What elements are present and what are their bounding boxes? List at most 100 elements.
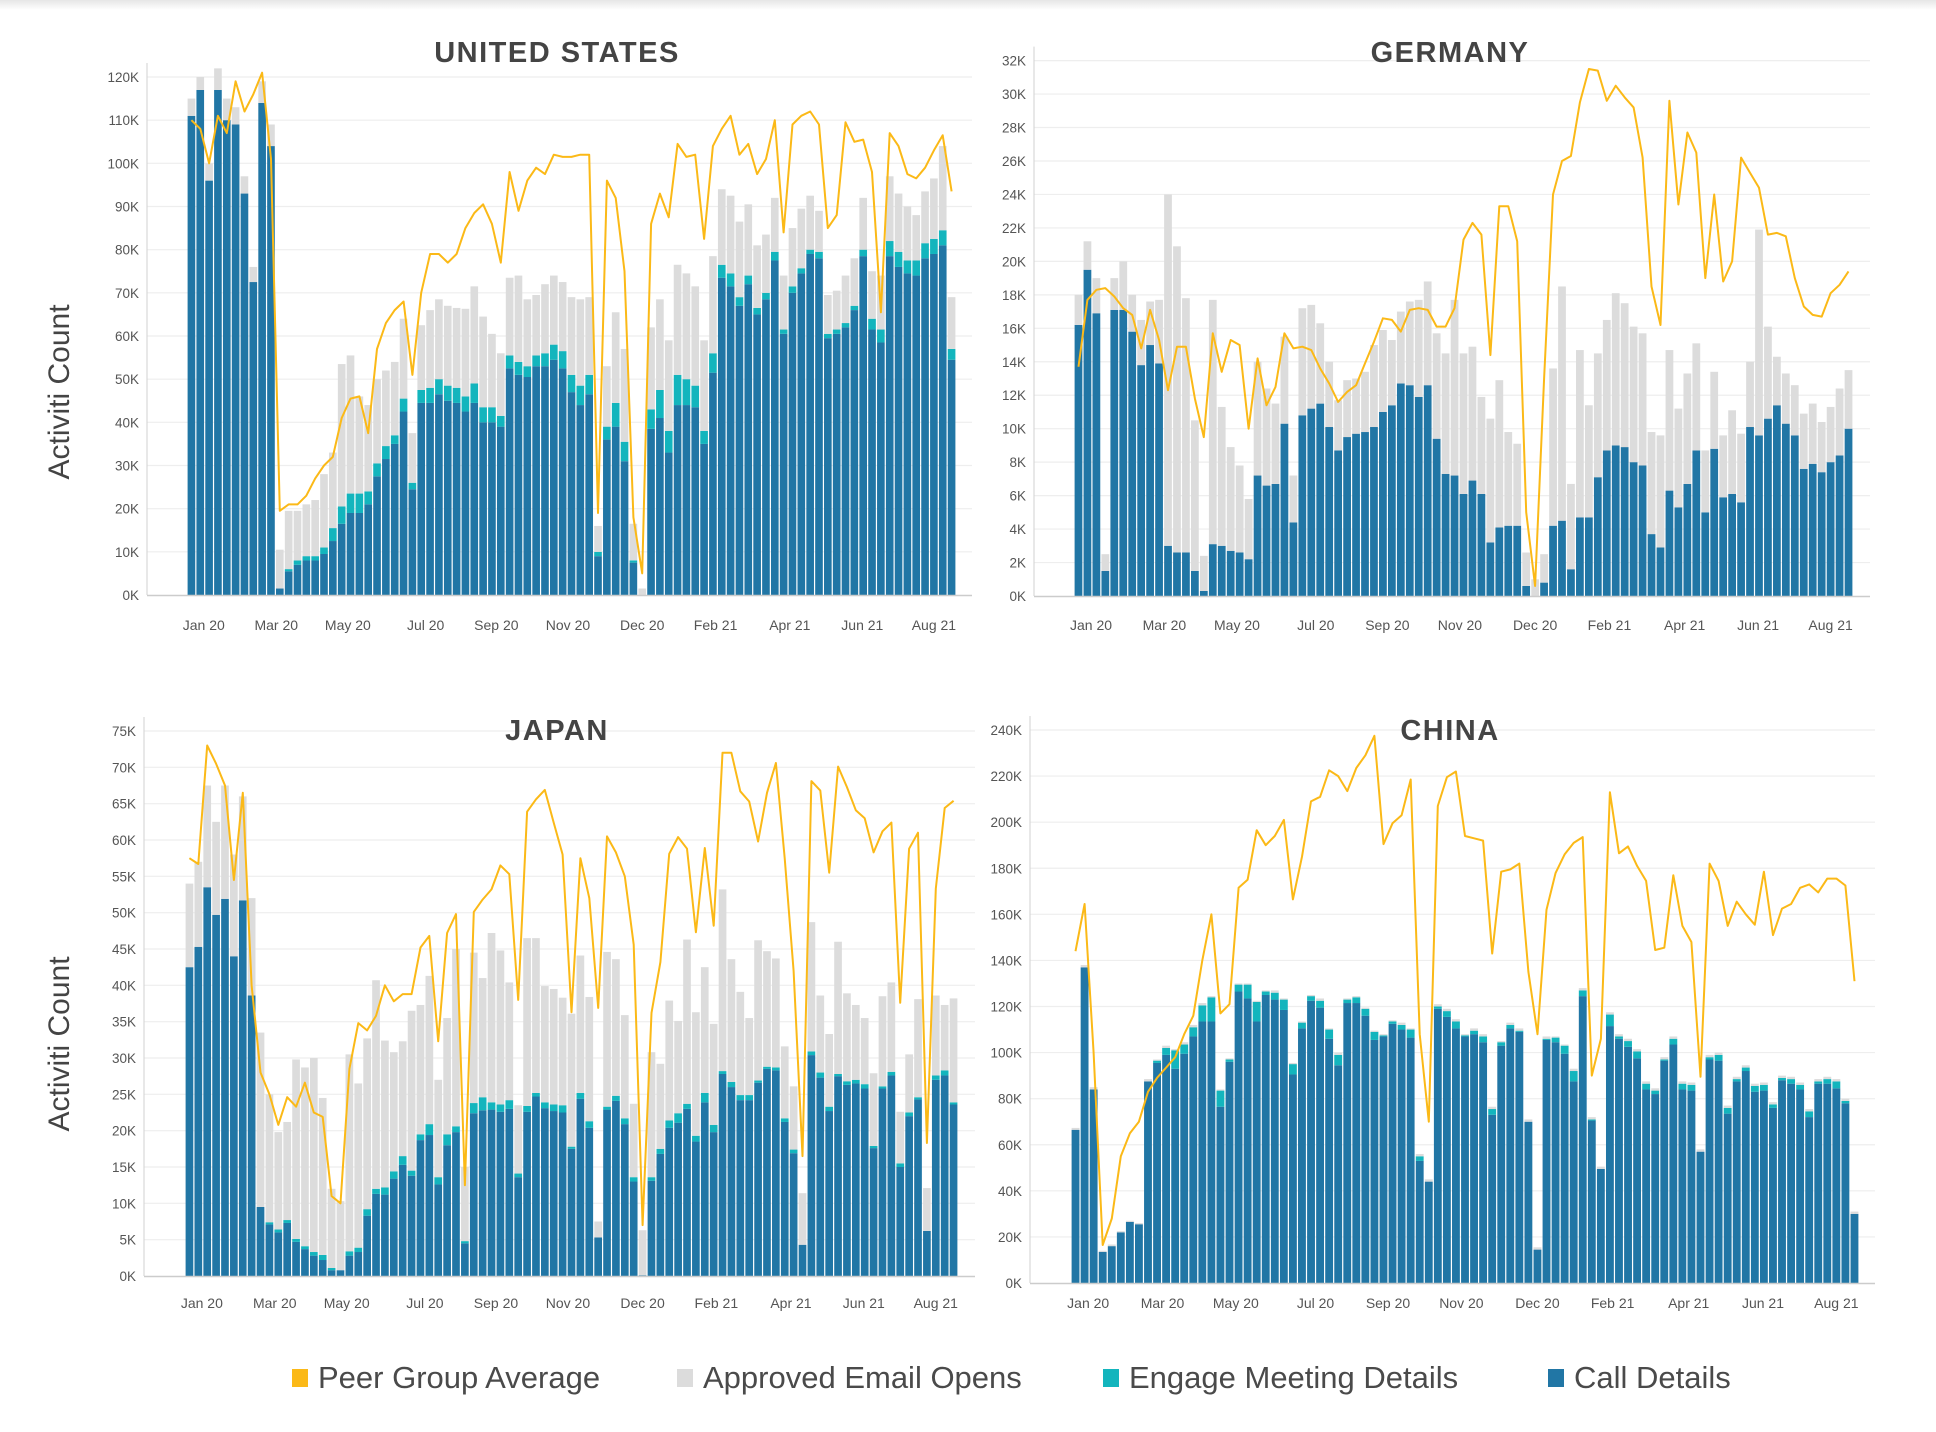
bar-approved-email-opens — [1180, 1042, 1189, 1045]
bar-approved-email-opens — [1289, 475, 1298, 523]
bar-engage-meeting-details — [425, 1124, 434, 1136]
bar-call-details — [187, 115, 196, 595]
y-tick-label: 14K — [1002, 355, 1026, 370]
bar-approved-email-opens — [594, 1221, 602, 1238]
bar-call-details — [850, 310, 859, 595]
bar-engage-meeting-details — [843, 1081, 851, 1085]
bar-approved-email-opens — [1107, 1244, 1116, 1247]
legend-item-peer-group-average[interactable]: Peer Group Average — [292, 1358, 600, 1398]
bar-approved-email-opens — [905, 1054, 913, 1113]
legend-label: Call Details — [1574, 1360, 1731, 1395]
bar-call-details — [1128, 331, 1137, 596]
bar-call-details — [407, 1175, 416, 1276]
bar-engage-meeting-details — [834, 1073, 842, 1077]
bar-approved-email-opens — [1171, 1049, 1180, 1051]
bar-engage-meeting-details — [611, 402, 620, 427]
bar-approved-email-opens — [1235, 465, 1244, 553]
bar-engage-meeting-details — [869, 1145, 878, 1149]
bar-engage-meeting-details — [736, 1095, 745, 1101]
bar-approved-email-opens — [363, 1038, 371, 1210]
bar-call-details — [744, 284, 753, 595]
bar-call-details — [1173, 552, 1181, 596]
bar-approved-email-opens — [940, 1004, 949, 1071]
bar-call-details — [1298, 1028, 1306, 1283]
bar-approved-email-opens — [364, 405, 373, 492]
bar-call-details — [1379, 411, 1387, 596]
bar-approved-email-opens — [514, 1105, 523, 1174]
bar-approved-email-opens — [523, 299, 532, 367]
bar-call-details — [896, 1167, 905, 1276]
bar-engage-meeting-details — [443, 1134, 451, 1146]
bar-call-details — [1549, 525, 1557, 596]
bar-call-details — [1208, 544, 1217, 596]
bar-call-details — [1125, 1221, 1134, 1283]
bar-engage-meeting-details — [1741, 1067, 1750, 1072]
bar-call-details — [903, 273, 912, 595]
bar-call-details — [292, 1241, 300, 1276]
bar-approved-email-opens — [1746, 361, 1754, 428]
bar-engage-meeting-details — [1316, 1000, 1325, 1008]
bar-engage-meeting-details — [949, 1102, 958, 1105]
bar-call-details — [834, 1076, 842, 1276]
bar-call-details — [700, 1102, 709, 1276]
bar-engage-meeting-details — [496, 415, 505, 427]
bar-approved-email-opens — [1325, 1028, 1334, 1030]
bar-engage-meeting-details — [576, 385, 585, 406]
bar-approved-email-opens — [1522, 552, 1531, 586]
bar-engage-meeting-details — [1560, 1045, 1569, 1054]
bar-call-details — [390, 443, 399, 595]
bar-call-details — [1651, 1094, 1660, 1283]
bar-approved-email-opens — [1361, 1007, 1370, 1009]
bar-approved-email-opens — [240, 176, 249, 194]
bar-engage-meeting-details — [1542, 1038, 1551, 1040]
legend-label: Engage Meeting Details — [1129, 1360, 1459, 1395]
bar-engage-meeting-details — [629, 1177, 638, 1182]
bar-engage-meeting-details — [585, 1121, 594, 1128]
bar-call-details — [1361, 1015, 1370, 1283]
bar-approved-email-opens — [585, 297, 593, 375]
bar-approved-email-opens — [231, 107, 240, 125]
bar-engage-meeting-details — [1832, 1081, 1841, 1089]
bar-approved-email-opens — [311, 500, 319, 557]
bar-approved-email-opens — [514, 275, 523, 362]
bar-engage-meeting-details — [1397, 1024, 1406, 1030]
bar-call-details — [1781, 423, 1790, 596]
bar-approved-email-opens — [1288, 1062, 1297, 1065]
legend-item-call-details[interactable]: Call Details — [1548, 1358, 1731, 1398]
bar-approved-email-opens — [931, 995, 940, 1076]
bar-engage-meeting-details — [309, 1252, 318, 1256]
x-tick-label: Aug 21 — [912, 617, 957, 633]
bar-call-details — [1515, 1031, 1524, 1283]
x-tick-label: Dec 20 — [1513, 617, 1558, 633]
bar-approved-email-opens — [1683, 373, 1692, 484]
bar-approved-email-opens — [1558, 286, 1566, 521]
bar-engage-meeting-details — [832, 329, 841, 334]
bar-approved-email-opens — [1406, 1028, 1415, 1030]
bar-engage-meeting-details — [576, 1092, 585, 1099]
bar-approved-email-opens — [832, 290, 841, 330]
bar-approved-email-opens — [1790, 385, 1799, 436]
bar-approved-email-opens — [196, 77, 205, 90]
bar-engage-meeting-details — [1759, 1084, 1768, 1091]
top-shade — [0, 0, 1936, 10]
bar-call-details — [1116, 1232, 1125, 1283]
bar-engage-meeting-details — [682, 379, 691, 406]
bar-approved-email-opens — [416, 1004, 425, 1135]
bar-approved-email-opens — [620, 1015, 629, 1119]
bar-approved-email-opens — [824, 294, 832, 334]
bar-engage-meeting-details — [762, 292, 770, 300]
bar-approved-email-opens — [1441, 353, 1450, 474]
bar-approved-email-opens — [1578, 988, 1587, 991]
bar-engage-meeting-details — [541, 353, 549, 367]
bar-engage-meeting-details — [461, 1241, 469, 1244]
bar-engage-meeting-details — [745, 1095, 754, 1101]
bar-call-details — [629, 562, 638, 595]
bar-engage-meeting-details — [1198, 1005, 1207, 1022]
legend-item-approved-email-opens[interactable]: Approved Email Opens — [677, 1358, 1022, 1398]
legend-item-engage-meeting-details[interactable]: Engage Meeting Details — [1103, 1358, 1458, 1398]
bar-call-details — [567, 392, 576, 595]
bar-approved-email-opens — [1352, 996, 1361, 998]
bar-approved-email-opens — [938, 146, 947, 231]
bar-approved-email-opens — [1370, 1030, 1379, 1032]
bar-call-details — [1334, 1065, 1343, 1283]
